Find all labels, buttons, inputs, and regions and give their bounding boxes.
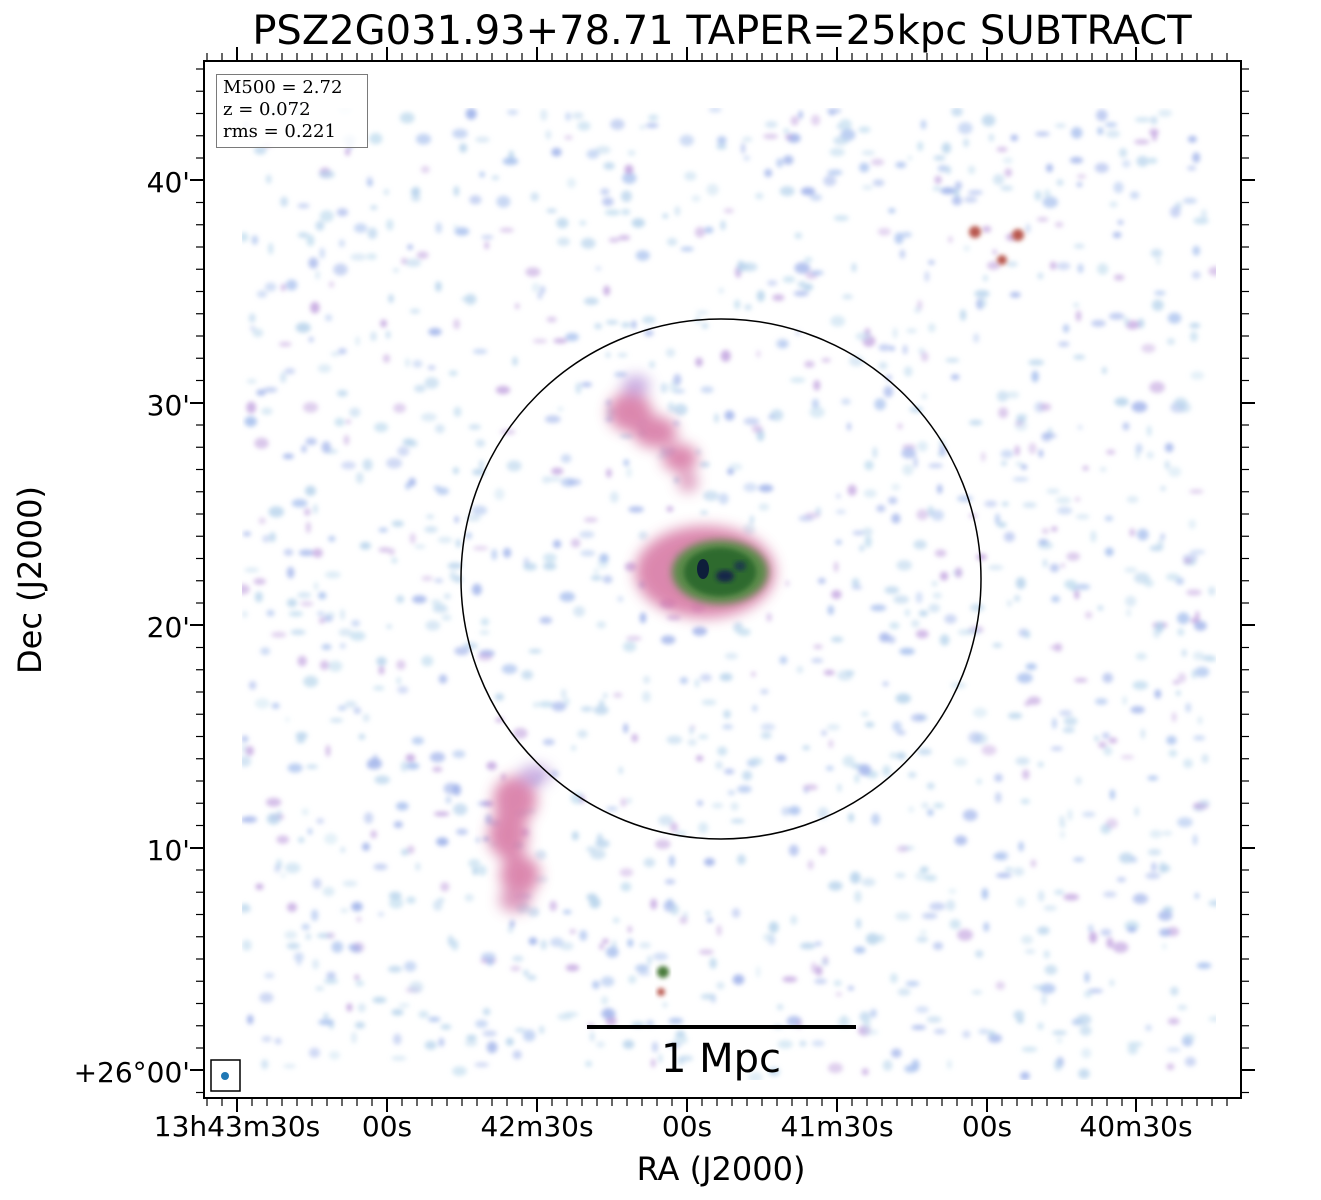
radio-relic-north (608, 375, 698, 492)
x-tick-label: 00s (661, 1110, 713, 1143)
x-tick-label: 00s (961, 1110, 1013, 1143)
y-tick-label: 20' (146, 611, 190, 644)
y-axis-label: Dec (J2000) (11, 486, 49, 674)
beam-ellipse (221, 1072, 229, 1080)
r500-circle (460, 318, 982, 840)
radio-halo-central (635, 526, 775, 618)
x-tick-label: 40m30s (1079, 1110, 1193, 1143)
axis-ticks (190, 47, 1255, 1112)
y-tick-label: +26°00' (73, 1056, 190, 1089)
plot-frame (203, 60, 1242, 1099)
x-tick-label: 13h43m30s (153, 1110, 321, 1143)
scale-bar-label: 1 Mpc (660, 1036, 782, 1082)
radio-relic-south (488, 765, 551, 912)
y-tick-label: 30' (146, 389, 190, 422)
figure-title: PSZ2G031.93+78.71 TAPER=25kpc SUBTRACT (252, 8, 1192, 54)
point-source-ne (969, 226, 1024, 265)
rms-text: rms = 0.221 (223, 121, 336, 142)
y-tick-label: 40' (146, 166, 190, 199)
x-tick-label: 00s (361, 1110, 413, 1143)
m500-text: M500 = 2.72 (223, 77, 343, 98)
x-tick-label: 42m30s (480, 1110, 594, 1143)
info-box: M500 = 2.72 z = 0.072 rms = 0.221 (216, 74, 368, 148)
beam-box (210, 1059, 241, 1092)
x-axis-label: RA (J2000) (636, 1150, 806, 1188)
y-tick-label: 10' (146, 834, 190, 867)
point-source-s (657, 966, 669, 996)
x-tick-label: 41m30s (780, 1110, 894, 1143)
redshift-text: z = 0.072 (223, 99, 311, 120)
